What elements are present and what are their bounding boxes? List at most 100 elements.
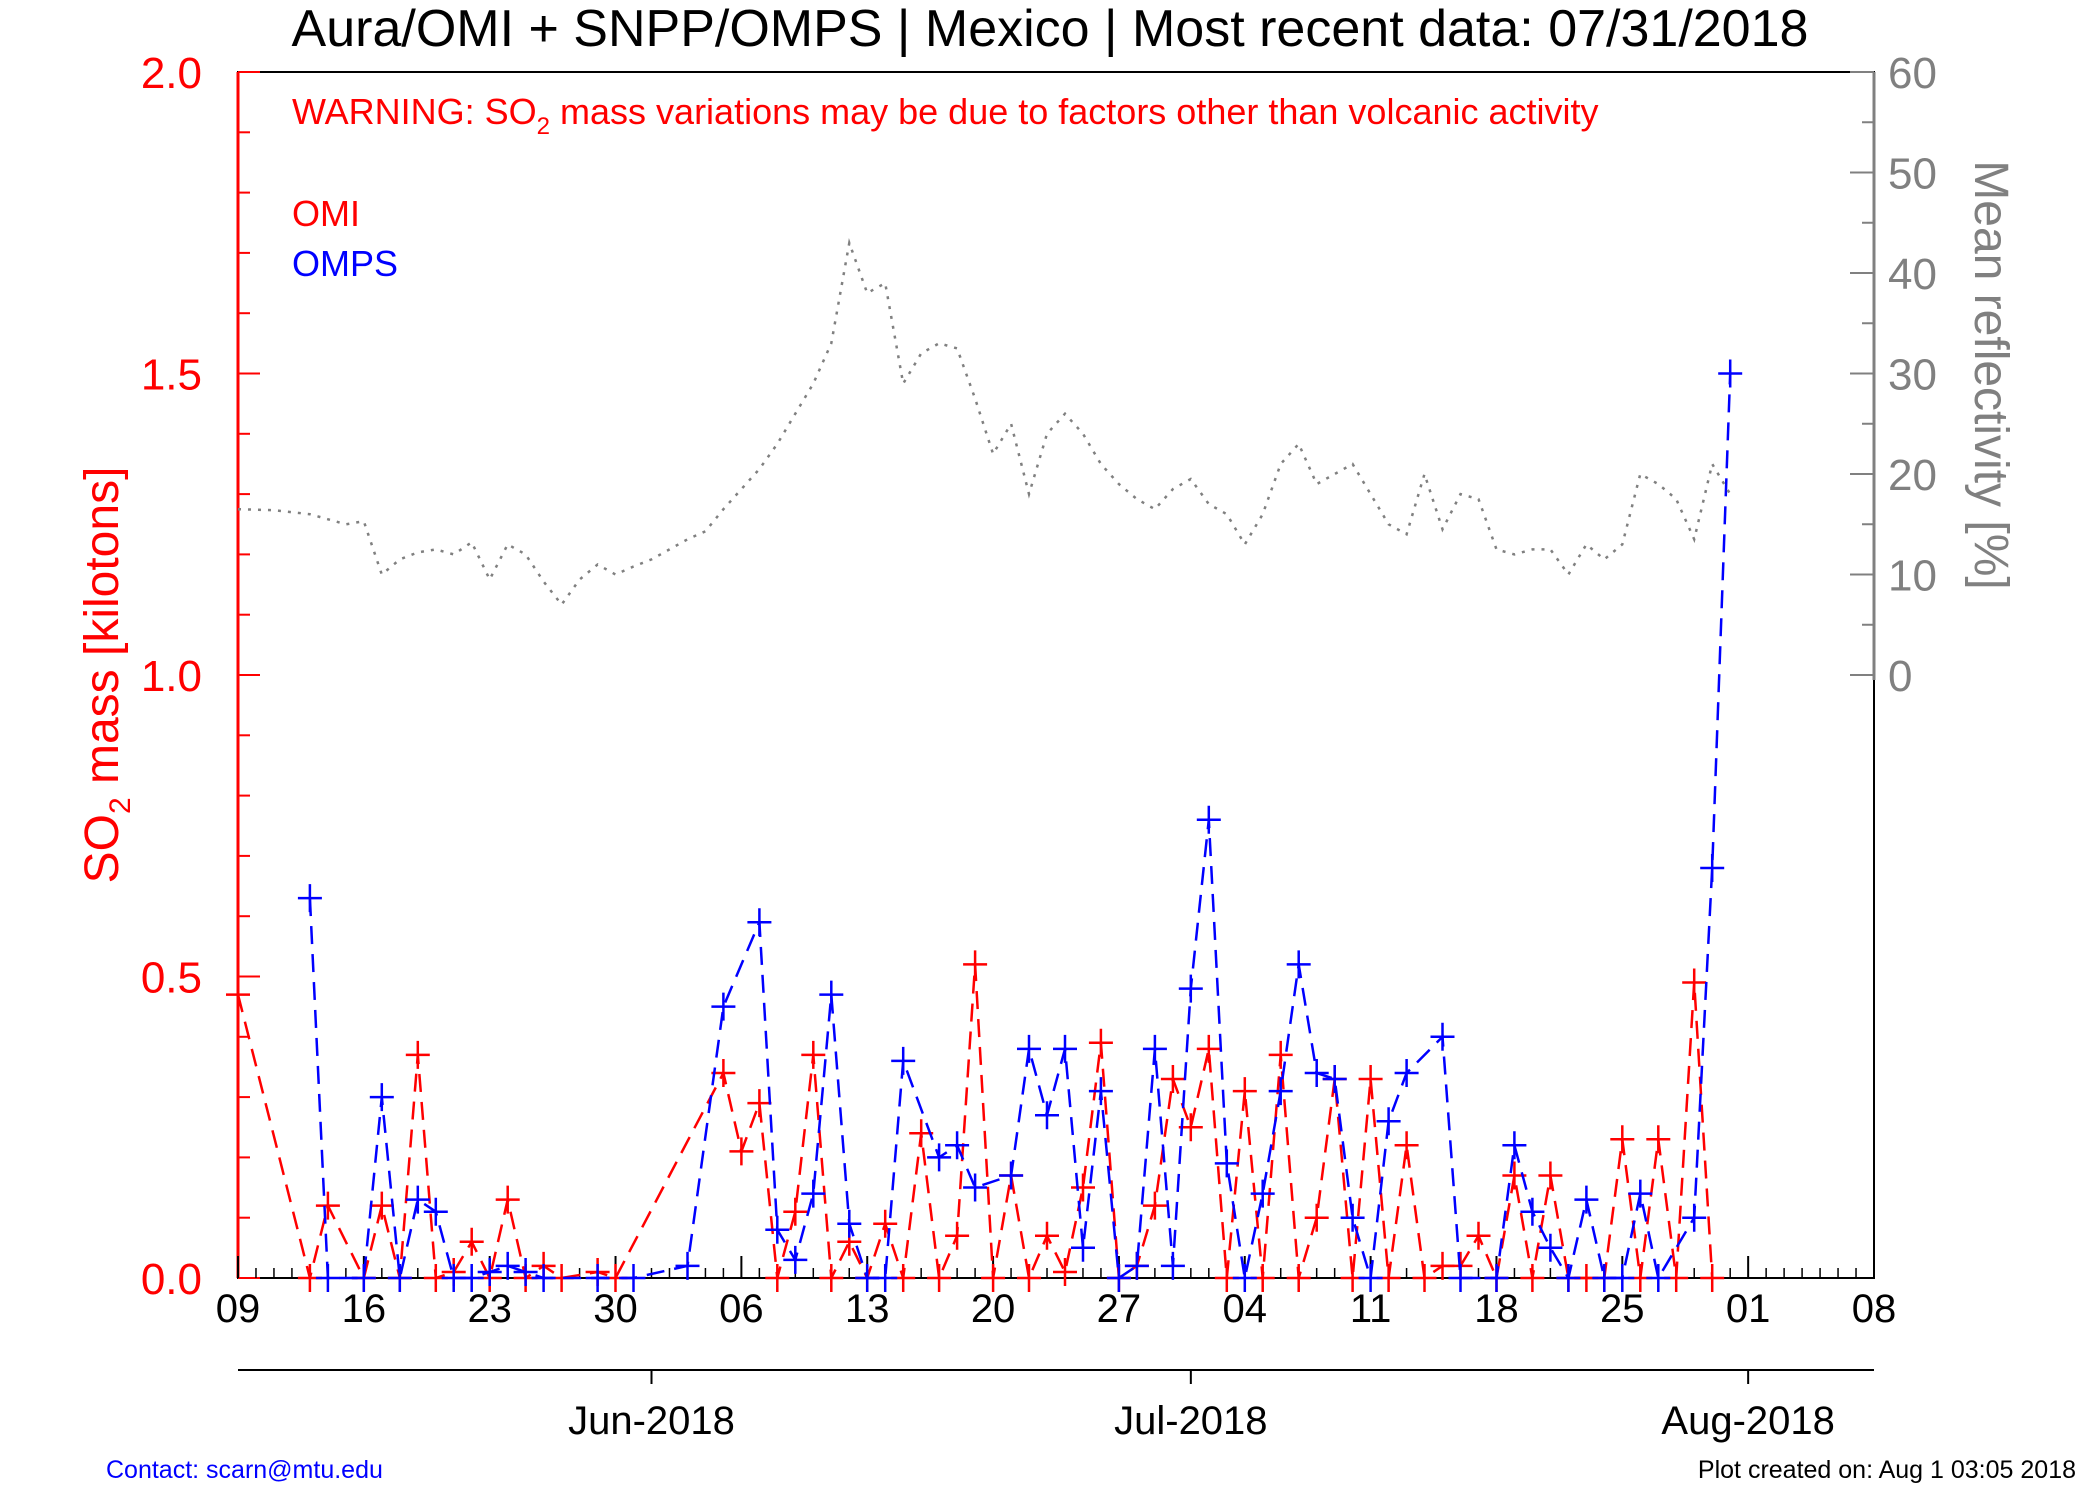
omi-point [1610, 1125, 1635, 1154]
omps-point [621, 1264, 646, 1292]
omps-point [387, 1264, 412, 1292]
omps-point [459, 1264, 484, 1292]
omi-point [1646, 1125, 1671, 1154]
right-y-axis-label: Mean reflectivity [%] [1964, 160, 2017, 589]
omps-point [1178, 974, 1203, 1003]
omps-point [477, 1258, 502, 1286]
x-tick-label: 09 [216, 1287, 261, 1331]
omi-point [1394, 1131, 1419, 1160]
left-tick-label: 1.5 [141, 351, 202, 400]
omps-point [513, 1258, 538, 1286]
omps-point [531, 1264, 556, 1292]
mean-reflectivity-series [237, 238, 1732, 607]
omi-point [729, 1137, 754, 1166]
omps-point [963, 1173, 988, 1202]
omi-point [1538, 1161, 1563, 1190]
omps-point [1340, 1203, 1365, 1232]
omps-point [297, 884, 322, 913]
right-tick-label: 10 [1888, 552, 1937, 601]
omps-point [747, 908, 772, 937]
omps-point [837, 1209, 862, 1238]
omi-point [963, 950, 988, 979]
omi-point [405, 1040, 430, 1069]
omps-point [1358, 1264, 1383, 1292]
omps-point [1556, 1264, 1581, 1292]
omi-point [1017, 1264, 1041, 1292]
x-tick-label: 11 [1350, 1287, 1392, 1331]
right-tick-label: 30 [1888, 351, 1937, 400]
omps-point [1448, 1264, 1473, 1292]
x-tick-label: 27 [1097, 1287, 1142, 1331]
left-tick-label: 1.0 [141, 652, 202, 701]
series-layer [226, 238, 1743, 1292]
right-tick-label: 60 [1888, 49, 1937, 98]
left-y-label-prefix: SO [76, 814, 129, 883]
omps-line [308, 373, 1732, 1282]
omps-point [891, 1046, 916, 1075]
plot-created-text: Plot created on: Aug 1 03:05 2018 [1698, 1456, 2076, 1484]
omi-point [1700, 1264, 1725, 1292]
omi-point [315, 1191, 340, 1220]
omi-point [873, 1209, 898, 1238]
left-tick-label: 0.0 [141, 1255, 202, 1304]
omps-point [351, 1264, 376, 1292]
omps-point [711, 992, 736, 1021]
omi-point [1232, 1077, 1257, 1106]
omps-point [927, 1143, 952, 1172]
omps-point [1574, 1185, 1599, 1214]
omps-point [1376, 1107, 1401, 1136]
omps-point [1250, 1179, 1275, 1208]
left-y-axis: 0.0 0.5 1.0 1.5 2.0 [141, 49, 260, 1304]
omi-point [369, 1191, 394, 1220]
x-tick-label: 06 [719, 1287, 764, 1331]
omi-point [1053, 1258, 1077, 1286]
omi-point [226, 980, 250, 1009]
omi-point [945, 1221, 970, 1250]
omps-point [315, 1264, 340, 1292]
omps-point [1502, 1131, 1527, 1160]
omps-point [1538, 1233, 1563, 1262]
omps-point [1268, 1077, 1293, 1106]
omps-point [1430, 1022, 1455, 1051]
x-tick-label: 25 [1600, 1287, 1645, 1331]
omi-series [226, 950, 1725, 1292]
omi-point [1412, 1264, 1437, 1292]
legend-omi: OMI [292, 193, 360, 234]
contact-text: Contact: scarn@mtu.edu [106, 1456, 383, 1484]
right-tick-label: 0 [1888, 652, 1912, 701]
omps-point [1286, 950, 1311, 979]
omps-point [1520, 1197, 1545, 1226]
omi-point [1142, 1191, 1167, 1220]
omps-point [945, 1131, 970, 1160]
omps-point [585, 1264, 610, 1292]
omps-point [1628, 1179, 1653, 1208]
omi-point [1304, 1203, 1329, 1232]
omps-point [675, 1251, 700, 1280]
omi-point [801, 1040, 826, 1069]
omi-point [927, 1264, 952, 1292]
omps-point [1214, 1149, 1239, 1178]
omps-point [1017, 1034, 1041, 1063]
x-axis: 09 16 23 30 06 13 20 27 04 11 18 25 01 08 [216, 1256, 1896, 1331]
plot-frame [237, 71, 1875, 1279]
x-tick-label: 13 [845, 1287, 890, 1331]
omps-point [1304, 1059, 1329, 1087]
mean-reflectivity-line [237, 238, 1732, 607]
omi-point [981, 1264, 1006, 1292]
omi-line [236, 964, 1714, 1283]
omps-point [423, 1197, 448, 1226]
omi-point [1088, 1028, 1113, 1057]
omi-point [819, 1264, 844, 1292]
omps-point [1035, 1101, 1059, 1130]
omps-point [1196, 805, 1221, 834]
month-label: Jun-2018 [568, 1399, 735, 1443]
left-y-label-suffix: mass [kilotons] [76, 467, 129, 798]
x-tick-label: 20 [971, 1287, 1016, 1331]
omi-point [1286, 1264, 1311, 1292]
omps-point [765, 1215, 790, 1244]
omps-point [369, 1083, 394, 1112]
omps-point [999, 1161, 1024, 1190]
left-tick-label: 0.5 [141, 954, 202, 1003]
omps-point [1718, 359, 1743, 388]
warning-prefix: WARNING: SO [292, 91, 537, 132]
